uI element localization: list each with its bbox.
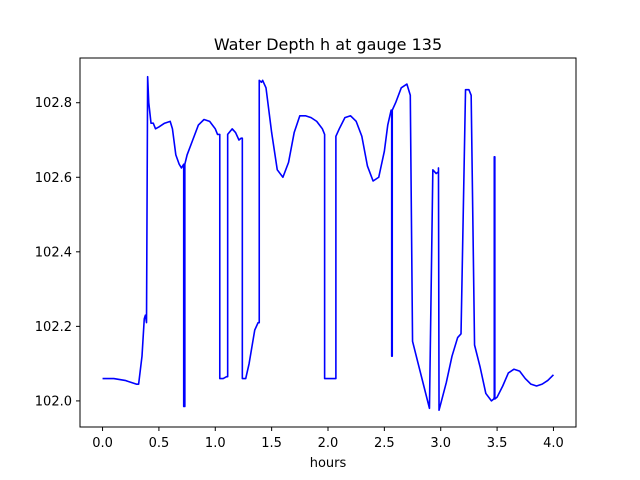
series-line-0 bbox=[102, 75, 555, 412]
plot-area bbox=[102, 75, 555, 412]
x-axis-label: hours bbox=[310, 456, 347, 471]
x-tick-label: 2.5 bbox=[374, 436, 395, 451]
x-tick-label: 0.5 bbox=[149, 436, 170, 451]
y-axis: 102.0 102.2 102.4 102.6 102.8 bbox=[35, 96, 80, 409]
x-tick-label: 4.0 bbox=[543, 436, 564, 451]
y-tick-label: 102.6 bbox=[35, 171, 72, 186]
x-tick-label: 3.0 bbox=[430, 436, 451, 451]
y-tick-label: 102.2 bbox=[35, 320, 72, 335]
y-tick-label: 102.4 bbox=[35, 245, 72, 260]
y-tick-label: 102.8 bbox=[35, 96, 72, 111]
chart-title: Water Depth h at gauge 135 bbox=[214, 35, 442, 54]
x-tick-label: 3.5 bbox=[487, 436, 508, 451]
x-tick-label: 0.0 bbox=[92, 436, 113, 451]
x-tick-label: 2.0 bbox=[318, 436, 339, 451]
x-tick-label: 1.5 bbox=[261, 436, 282, 451]
y-tick-label: 102.0 bbox=[35, 394, 72, 409]
x-tick-label: 1.0 bbox=[205, 436, 226, 451]
x-axis: 0.0 0.5 1.0 1.5 2.0 2.5 3.0 3.5 4.0 bbox=[92, 427, 564, 451]
